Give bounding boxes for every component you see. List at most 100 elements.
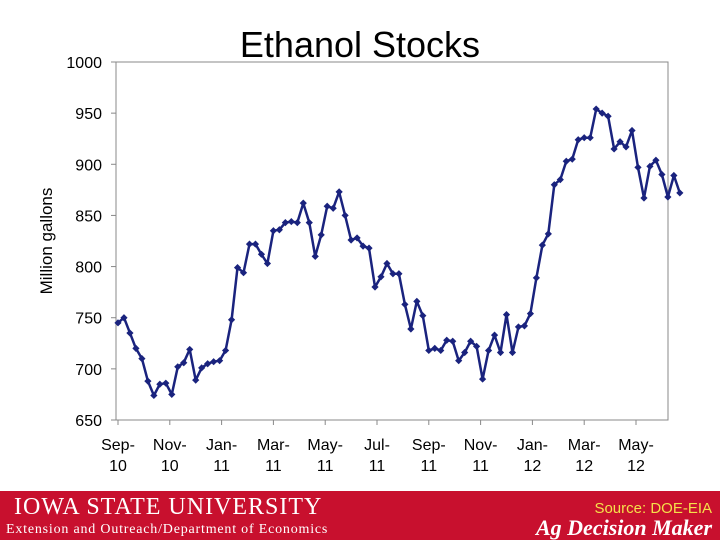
data-point [664,193,672,201]
data-point [484,346,493,355]
x-tick-label-year: 11 [369,458,386,475]
data-point [359,242,367,250]
x-tick-label-year: 12 [524,458,542,475]
y-tick-label: 850 [75,208,102,225]
data-point [257,250,266,258]
series-line [117,107,681,397]
x-tick-label-year: 12 [627,458,645,475]
data-point [634,163,642,171]
data-point [198,364,206,372]
data-point [526,310,535,318]
data-point [449,337,457,345]
data-point [586,134,594,142]
x-tick-label: May- [618,437,654,454]
data-point [192,376,200,384]
data-point [622,143,630,151]
x-tick-label: Nov- [464,437,498,454]
data-point [168,390,176,399]
data-point [490,331,499,339]
x-tick-label: Sep- [412,437,446,454]
data-point [138,355,146,363]
data-point [610,145,618,153]
x-tick-label: Mar- [257,437,290,454]
y-tick-label: 950 [75,106,102,123]
data-point [275,226,283,234]
x-tick-label-year: 10 [109,458,127,475]
data-point [532,274,540,282]
x-tick-label: Mar- [568,437,601,454]
data-point [580,134,588,142]
y-tick-label: 1000 [66,55,102,72]
data-point [204,360,212,368]
data-point [628,126,636,135]
data-point [658,170,666,179]
data-point [347,236,355,244]
data-point [383,259,391,268]
data-point [598,109,606,117]
data-point [556,176,564,184]
data-point [461,348,469,357]
ethanol-stocks-chart: 650 700 750 800 850 900 950 1000 Sep- 10 Nov- 10 Ja… [37,55,684,475]
data-point [395,270,403,278]
data-point [323,202,331,210]
data-point [473,342,481,350]
data-point [311,252,319,260]
data-point [216,357,224,365]
data-point [646,162,654,170]
y-tick-label: 700 [75,362,102,379]
x-axis-ticks: Sep- 10 Nov- 10 Jan- 11 Mar- 11 May- 11 Jul- 11 Sep-… [101,420,654,475]
footer-bar: IOWA STATE UNIVERSITY Extension and Outr… [0,491,720,540]
data-point [245,240,254,248]
brand-text: Ag Decision Maker [536,515,712,540]
data-point [281,218,289,227]
y-tick-label: 900 [75,157,102,174]
x-tick-label-year: 10 [161,458,179,475]
data-point [496,348,505,357]
data-point [550,181,558,189]
data-point [640,194,648,202]
data-point [341,211,349,220]
department-text: Extension and Outreach/Department of Eco… [6,522,329,537]
data-point [377,273,385,281]
data-point [389,270,397,278]
data-point [317,231,325,239]
data-point [156,380,164,388]
data-point [467,337,475,345]
data-point [269,227,277,235]
data-point [431,344,439,352]
data-point [353,234,361,242]
x-tick-label: May- [307,437,343,454]
x-tick-label: Jan- [517,437,548,454]
data-point [574,136,582,144]
data-point [335,188,343,196]
data-point [132,344,140,352]
data-point [670,171,678,180]
data-point [568,155,576,163]
data-point [251,240,260,248]
university-name: IOWA STATE UNIVERSITY [14,494,323,520]
data-point [120,314,128,322]
data-point [538,241,546,249]
data-point [305,218,313,227]
data-point [544,230,552,238]
data-point [263,259,272,268]
data-point [508,348,517,357]
data-point [299,199,307,207]
data-point [562,157,570,165]
series-ethanol-stocks [114,105,684,400]
data-point [287,217,295,226]
data-point [425,346,433,355]
data-point [443,336,451,344]
data-point [604,112,612,120]
y-tick-label: 800 [75,260,102,277]
data-point [233,263,242,272]
x-tick-label: Sep- [101,437,135,454]
data-point [676,189,684,197]
data-point [174,363,182,371]
source-text: Source: DOE-EIA [594,500,712,517]
data-point [126,329,134,337]
x-tick-label-year: 11 [317,458,334,475]
y-tick-label: 750 [75,311,102,328]
data-point [437,346,445,355]
data-point [502,311,511,319]
